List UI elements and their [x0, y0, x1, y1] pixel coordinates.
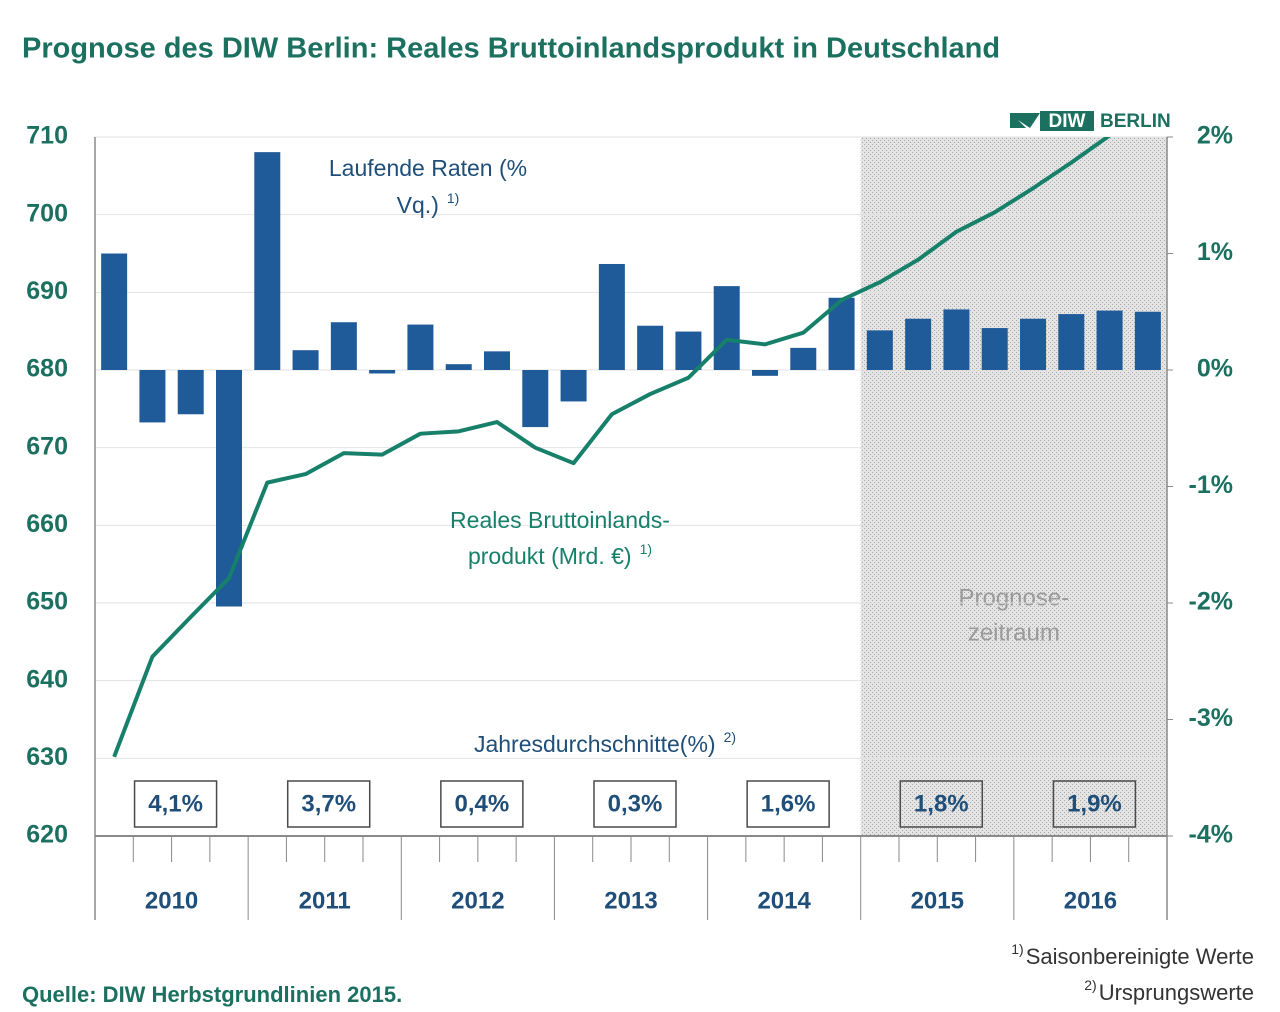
bar: [216, 370, 242, 607]
footnote: 1)Saisonbereinigte Werte: [1011, 941, 1254, 969]
y-tick-label: 690: [26, 277, 68, 305]
bar: [1134, 311, 1161, 370]
logo-box: [1040, 111, 1094, 131]
y-tick-label: 630: [26, 743, 68, 771]
footnote-text: Saisonbereinigte Werte: [1026, 944, 1254, 969]
annual-title: Jahresdurchschnitte(%) 2): [474, 729, 736, 757]
bar: [981, 328, 1008, 370]
year-label: 2015: [911, 887, 964, 914]
forecast-region: [860, 137, 1167, 836]
y-tick-label: 710: [26, 122, 68, 150]
footnote-marker: 1): [640, 541, 652, 557]
bar: [254, 152, 281, 370]
y2-tick-label: -4%: [1189, 821, 1233, 849]
bar: [560, 370, 587, 402]
annual-label: 1,8%: [914, 790, 969, 817]
annual-label: 4,1%: [148, 790, 203, 817]
bar: [101, 253, 128, 370]
annual-label: 1,6%: [761, 790, 816, 817]
bar: [790, 347, 817, 370]
annual-box: [286, 780, 371, 828]
footnote-marker: 1): [447, 190, 459, 206]
bar: [139, 370, 166, 423]
year-label: 2012: [451, 887, 504, 914]
bar: [484, 351, 510, 370]
year-label: 2010: [145, 887, 198, 914]
y2-tick-label: 2%: [1197, 122, 1233, 150]
year-label: 2011: [299, 887, 351, 914]
logo-mark: DIW: [1049, 111, 1086, 132]
footnote-marker: 2): [1084, 977, 1096, 993]
footnote-text: Ursprungswerte: [1099, 980, 1254, 1005]
logo-text: BERLIN: [1100, 111, 1171, 132]
bar: [1058, 314, 1085, 370]
bar: [943, 309, 970, 370]
series-label: Laufende Raten (%: [329, 155, 527, 181]
y-tick-label: 620: [26, 821, 68, 849]
forecast-label: Prognose-: [958, 584, 1069, 611]
footnote: 2)Ursprungswerte: [1084, 977, 1254, 1005]
year-label: 2016: [1064, 887, 1117, 914]
y-tick-label: 640: [26, 665, 68, 693]
year-label: 2014: [757, 887, 811, 914]
annual-box: [746, 780, 830, 828]
logo-icon: [1010, 113, 1040, 128]
annual-label: 0,4%: [455, 790, 510, 817]
line: [112, 137, 1111, 758]
bar: [369, 370, 396, 374]
series-label: Reales Bruttoinlands-: [450, 507, 670, 533]
bar: [905, 318, 932, 370]
y2-tick-label: -1%: [1189, 471, 1233, 499]
bar: [637, 325, 664, 370]
annual-box: [1052, 780, 1137, 828]
annual-label: 3,7%: [301, 790, 356, 817]
annual-box: [593, 780, 677, 828]
y-tick-label: 660: [26, 510, 68, 538]
bar: [1020, 318, 1046, 370]
bar: [177, 370, 204, 415]
bar: [866, 330, 893, 370]
annual-label: 0,3%: [608, 790, 663, 817]
bar: [522, 370, 549, 428]
forecast-label: zeitraum: [968, 619, 1060, 646]
annual-label: 1,9%: [1067, 790, 1122, 817]
y2-tick-label: 0%: [1197, 355, 1233, 383]
bar: [598, 263, 625, 370]
annual-box: [440, 780, 524, 828]
annual-box: [899, 780, 984, 828]
bar: [445, 364, 472, 370]
footnote-marker: 1): [1011, 941, 1023, 957]
bar: [292, 350, 319, 370]
bar: [330, 322, 357, 370]
year-label: 2013: [604, 887, 657, 914]
y2-tick-label: -2%: [1189, 588, 1233, 616]
chart-title: Prognose des DIW Berlin: Reales Bruttoin…: [22, 33, 1000, 65]
bar: [675, 331, 702, 370]
series-label: Vq.) 1): [397, 190, 460, 218]
annual-box: [133, 780, 218, 828]
series-label: produkt (Mrd. €) 1): [468, 541, 652, 569]
bar: [1096, 310, 1123, 370]
footnote-marker: 2): [724, 729, 736, 745]
source: Quelle: DIW Herbstgrundlinien 2015.: [22, 982, 402, 1007]
bar: [752, 370, 778, 376]
y-tick-label: 680: [26, 355, 68, 383]
y2-tick-label: 1%: [1197, 238, 1233, 266]
bar: [407, 324, 434, 370]
y2-tick-label: -3%: [1189, 704, 1233, 732]
y-tick-label: 650: [26, 588, 68, 616]
bar: [713, 286, 740, 370]
y-tick-label: 670: [26, 432, 68, 460]
logo: DIW BERLIN: [1010, 111, 1171, 132]
y-tick-label: 700: [26, 199, 68, 227]
